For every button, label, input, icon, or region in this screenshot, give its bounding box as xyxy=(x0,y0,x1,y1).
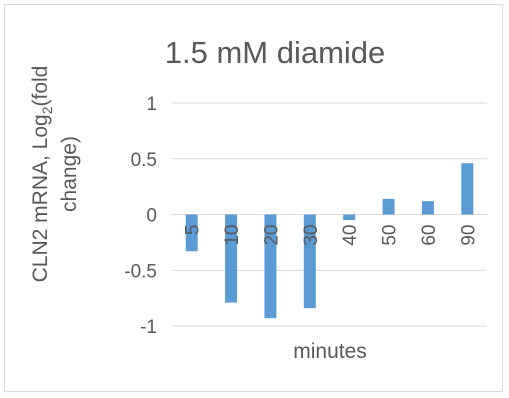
y-tick-label: 0 xyxy=(146,206,157,227)
y-axis-title-open: (fold xyxy=(29,66,52,107)
bar-90 xyxy=(461,163,474,215)
y-axis-title: CLN2 mRNA, Log2(fold xyxy=(29,66,55,283)
bar-40 xyxy=(343,214,356,221)
x-tick-label: 5 xyxy=(183,225,204,236)
y-tick-label: -0.5 xyxy=(124,261,157,282)
gridlines xyxy=(172,102,487,327)
x-tick-label: 50 xyxy=(380,225,401,246)
bars xyxy=(185,163,474,319)
x-tick-label: 10 xyxy=(222,225,243,246)
y-tick-labels: 1 0.5 0 -0.5 -1 xyxy=(124,94,157,338)
bar-30 xyxy=(303,214,316,309)
chart-title: 1.5 mM diamide xyxy=(165,35,386,70)
x-tick-label: 90 xyxy=(458,225,479,246)
bar-50 xyxy=(382,198,395,215)
y-tick-label: 1 xyxy=(146,94,157,115)
x-tick-label: 20 xyxy=(261,225,282,246)
x-axis-title: minutes xyxy=(293,340,367,363)
bar-20 xyxy=(264,214,277,319)
bar-10 xyxy=(225,214,238,303)
y-tick-label: 0.5 xyxy=(131,150,157,171)
x-tick-labels: 5 10 20 30 40 50 60 90 xyxy=(183,225,480,246)
y-axis-title-line2: change) xyxy=(58,136,81,212)
x-tick-label: 30 xyxy=(301,225,322,246)
bar-5 xyxy=(185,214,198,252)
y-tick-label: -1 xyxy=(140,317,157,338)
x-tick-label: 60 xyxy=(419,225,440,246)
y-axis-title-main: CLN2 mRNA, Log xyxy=(29,114,52,282)
bar-60 xyxy=(421,201,434,215)
y-axis-title-subscript: 2 xyxy=(39,106,55,114)
chart-frame xyxy=(4,4,503,392)
x-tick-label: 40 xyxy=(340,225,361,246)
